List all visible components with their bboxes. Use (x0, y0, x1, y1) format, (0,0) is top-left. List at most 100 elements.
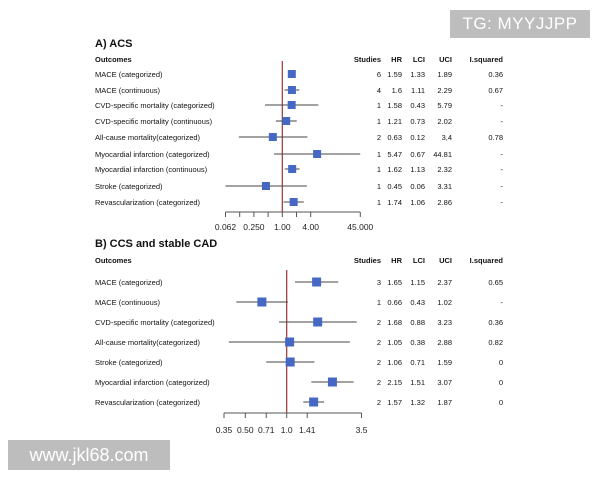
cell-studies: 1 (377, 101, 381, 110)
cell-lci: 0.73 (410, 117, 425, 126)
cell-hr: 1.05 (387, 338, 402, 347)
x-tick-label: 3.5 (356, 425, 368, 435)
table-row: CVD-specific mortality (continuous) 1 1.21… (95, 117, 504, 126)
cell-hr: 1.65 (387, 278, 402, 287)
cell-uci: 44.81 (433, 150, 452, 159)
column-header: HR (391, 256, 402, 265)
table-row: CVD-specific mortality (categorized) 1 1.5… (95, 101, 504, 110)
x-tick-label: 1.00 (274, 222, 291, 232)
table-row: CVD-specific mortality (categorized) 2 1.6… (95, 317, 503, 327)
cell-studies: 2 (377, 133, 381, 142)
column-header: LCI (413, 55, 425, 64)
cell-hr: 0.45 (387, 182, 402, 191)
table-row: MACE (continuous) 4 1.6 1.11 2.29 0.67 (95, 86, 503, 95)
column-header: I.squared (470, 256, 504, 265)
cell-uci: 3.23 (437, 318, 452, 327)
cell-uci: 2.32 (437, 165, 452, 174)
cell-studies: 1 (377, 182, 381, 191)
cell-lci: 1.32 (410, 398, 425, 407)
x-tick-label: 0.35 (216, 425, 233, 435)
cell-hr: 2.15 (387, 378, 402, 387)
outcome-label: Stroke (categorized) (95, 358, 163, 367)
cell-uci: 3.31 (437, 182, 452, 191)
cell-i2: 0.65 (488, 278, 503, 287)
cell-studies: 2 (377, 358, 381, 367)
cell-hr: 0.66 (387, 298, 402, 307)
cell-lci: 1.13 (410, 165, 425, 174)
outcome-label: Revascularization (categorized) (95, 398, 201, 407)
cell-studies: 1 (377, 165, 381, 174)
table-row: MACE (continuous) 1 0.66 0.43 1.02 - (95, 297, 504, 307)
hr-marker (288, 165, 297, 173)
x-tick-label: 1.0 (281, 425, 293, 435)
cell-hr: 1.62 (387, 165, 402, 174)
cell-i2: 0.67 (488, 86, 503, 95)
cell-hr: 1.58 (387, 101, 402, 110)
cell-hr: 1.21 (387, 117, 402, 126)
table-row: Myocardial infarction (categorized) 2 2.15… (95, 377, 503, 387)
panel-title: B) CCS and stable CAD (95, 238, 217, 250)
cell-studies: 1 (377, 150, 381, 159)
outcome-label: CVD-specific mortality (categorized) (95, 318, 215, 327)
cell-hr: 1.59 (387, 70, 402, 79)
x-tick-label: 45.000 (347, 222, 373, 232)
cell-studies: 1 (377, 198, 381, 207)
hr-marker (261, 182, 270, 190)
column-header: Outcomes (95, 55, 132, 64)
cell-hr: 5.47 (387, 150, 402, 159)
column-header: Studies (354, 55, 381, 64)
cell-i2: - (501, 117, 504, 126)
cell-lci: 0.06 (410, 182, 425, 191)
x-tick-label: 0.71 (258, 425, 275, 435)
hr-marker (285, 337, 295, 347)
hr-marker (268, 133, 277, 141)
table-row: Stroke (categorized) 1 0.45 0.06 3.31 - (95, 182, 504, 191)
cell-studies: 1 (377, 298, 381, 307)
watermark-bottom: www.jkl68.com (8, 440, 170, 470)
x-tick-label: 4.00 (302, 222, 319, 232)
panel-title: A) ACS (95, 38, 132, 50)
cell-i2: 0.78 (488, 133, 503, 142)
cell-studies: 2 (377, 318, 381, 327)
cell-hr: 1.74 (387, 198, 402, 207)
cell-lci: 1.15 (410, 278, 425, 287)
cell-uci: 1.89 (437, 70, 452, 79)
cell-hr: 0.63 (387, 133, 402, 142)
x-tick-label: 1.41 (299, 425, 316, 435)
cell-lci: 0.38 (410, 338, 425, 347)
table-row: Stroke (categorized) 2 1.06 0.71 1.59 0 (95, 357, 503, 367)
outcome-label: Revascularization (categorized) (95, 198, 201, 207)
cell-lci: 0.43 (410, 101, 425, 110)
cell-i2: 0 (499, 398, 503, 407)
hr-marker (285, 357, 295, 367)
outcome-label: All-cause mortality(categorized) (95, 133, 201, 142)
cell-uci: 2.86 (437, 198, 452, 207)
cell-studies: 3 (377, 278, 381, 287)
forest-panel-b: B) CCS and stable CAD Outcomes Studies HR LC… (95, 238, 504, 435)
cell-uci: 2.37 (437, 278, 452, 287)
watermark-top: TG: MYYJJPP (450, 10, 590, 38)
hr-marker (309, 397, 319, 407)
cell-studies: 4 (377, 86, 381, 95)
cell-lci: 1.51 (410, 378, 425, 387)
cell-i2: - (501, 150, 504, 159)
column-header: HR (391, 55, 402, 64)
column-header: I.squared (470, 55, 504, 64)
hr-marker (287, 101, 296, 109)
cell-hr: 1.57 (387, 398, 402, 407)
cell-uci: 1.59 (437, 358, 452, 367)
cell-studies: 1 (377, 117, 381, 126)
x-tick-label: 0.062 (215, 222, 237, 232)
outcome-label: Myocardial infarction (continuous) (95, 165, 208, 174)
cell-i2: - (501, 298, 504, 307)
cell-studies: 2 (377, 398, 381, 407)
column-header: LCI (413, 256, 425, 265)
column-header: UCI (439, 256, 452, 265)
cell-lci: 0.12 (410, 133, 425, 142)
cell-i2: - (501, 165, 504, 174)
cell-i2: 0 (499, 358, 503, 367)
hr-marker (282, 117, 291, 125)
hr-marker (313, 150, 322, 158)
table-row: All-cause mortality(categorized) 2 1.05 0.3… (95, 337, 503, 347)
